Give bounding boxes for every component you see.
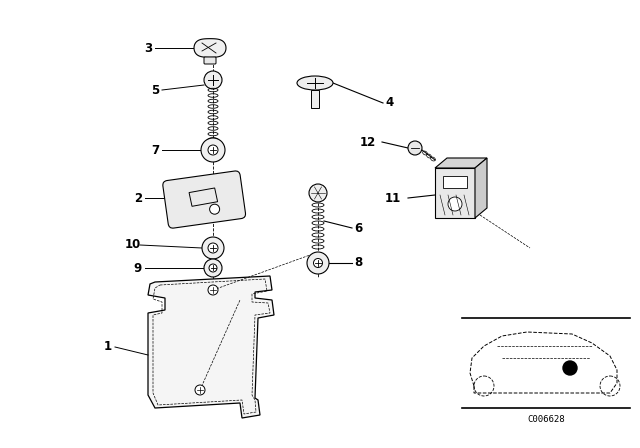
FancyBboxPatch shape xyxy=(204,57,216,64)
Circle shape xyxy=(408,141,422,155)
Circle shape xyxy=(210,204,220,214)
Circle shape xyxy=(208,285,218,295)
Polygon shape xyxy=(475,158,487,218)
Text: 2: 2 xyxy=(134,191,142,204)
Circle shape xyxy=(309,184,327,202)
Polygon shape xyxy=(194,39,226,57)
Text: 8: 8 xyxy=(354,257,362,270)
Text: 3: 3 xyxy=(144,42,152,55)
Polygon shape xyxy=(435,168,475,218)
Bar xyxy=(311,90,319,108)
Circle shape xyxy=(204,71,222,89)
Text: 9: 9 xyxy=(134,262,142,275)
Circle shape xyxy=(314,258,323,267)
Text: 10: 10 xyxy=(125,238,141,251)
Circle shape xyxy=(209,264,217,272)
FancyBboxPatch shape xyxy=(163,171,246,228)
Text: 11: 11 xyxy=(385,191,401,204)
Text: 1: 1 xyxy=(104,340,112,353)
Text: C006628: C006628 xyxy=(527,415,565,425)
Text: 7: 7 xyxy=(151,143,159,156)
Text: 6: 6 xyxy=(354,221,362,234)
Circle shape xyxy=(448,197,462,211)
Circle shape xyxy=(208,243,218,253)
Circle shape xyxy=(204,259,222,277)
Polygon shape xyxy=(443,176,467,188)
Text: 4: 4 xyxy=(386,96,394,109)
Circle shape xyxy=(208,145,218,155)
Circle shape xyxy=(201,138,225,162)
Circle shape xyxy=(195,385,205,395)
Text: 12: 12 xyxy=(360,135,376,148)
Text: 5: 5 xyxy=(151,83,159,96)
Ellipse shape xyxy=(297,76,333,90)
Polygon shape xyxy=(148,276,274,418)
Circle shape xyxy=(563,361,577,375)
Circle shape xyxy=(202,237,224,259)
Circle shape xyxy=(307,252,329,274)
Polygon shape xyxy=(435,158,487,168)
